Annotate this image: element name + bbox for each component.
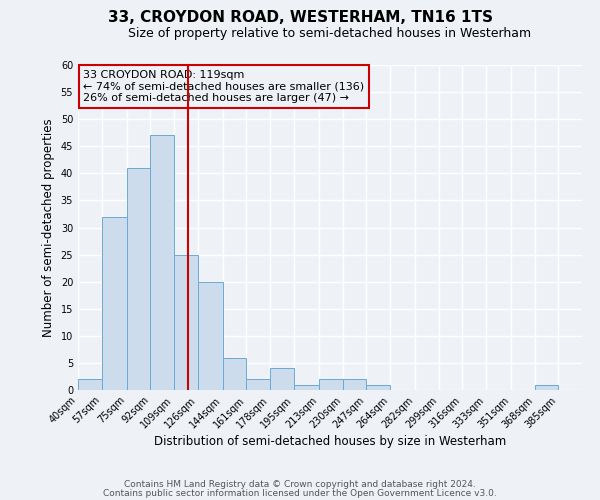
Title: Size of property relative to semi-detached houses in Westerham: Size of property relative to semi-detach… — [128, 27, 532, 40]
Text: Contains public sector information licensed under the Open Government Licence v3: Contains public sector information licen… — [103, 488, 497, 498]
Bar — [270, 368, 294, 390]
Bar — [101, 216, 127, 390]
Bar — [127, 168, 151, 390]
Bar — [366, 384, 390, 390]
Bar — [247, 379, 270, 390]
Bar — [151, 136, 174, 390]
Bar — [78, 379, 101, 390]
Bar — [319, 379, 343, 390]
X-axis label: Distribution of semi-detached houses by size in Westerham: Distribution of semi-detached houses by … — [154, 436, 506, 448]
Bar — [343, 379, 366, 390]
Text: 33, CROYDON ROAD, WESTERHAM, TN16 1TS: 33, CROYDON ROAD, WESTERHAM, TN16 1TS — [107, 10, 493, 25]
Bar — [174, 254, 198, 390]
Bar — [198, 282, 223, 390]
Text: Contains HM Land Registry data © Crown copyright and database right 2024.: Contains HM Land Registry data © Crown c… — [124, 480, 476, 489]
Bar — [535, 384, 559, 390]
Text: 33 CROYDON ROAD: 119sqm
← 74% of semi-detached houses are smaller (136)
26% of s: 33 CROYDON ROAD: 119sqm ← 74% of semi-de… — [83, 70, 364, 103]
Bar — [223, 358, 247, 390]
Bar — [294, 384, 319, 390]
Y-axis label: Number of semi-detached properties: Number of semi-detached properties — [42, 118, 55, 337]
